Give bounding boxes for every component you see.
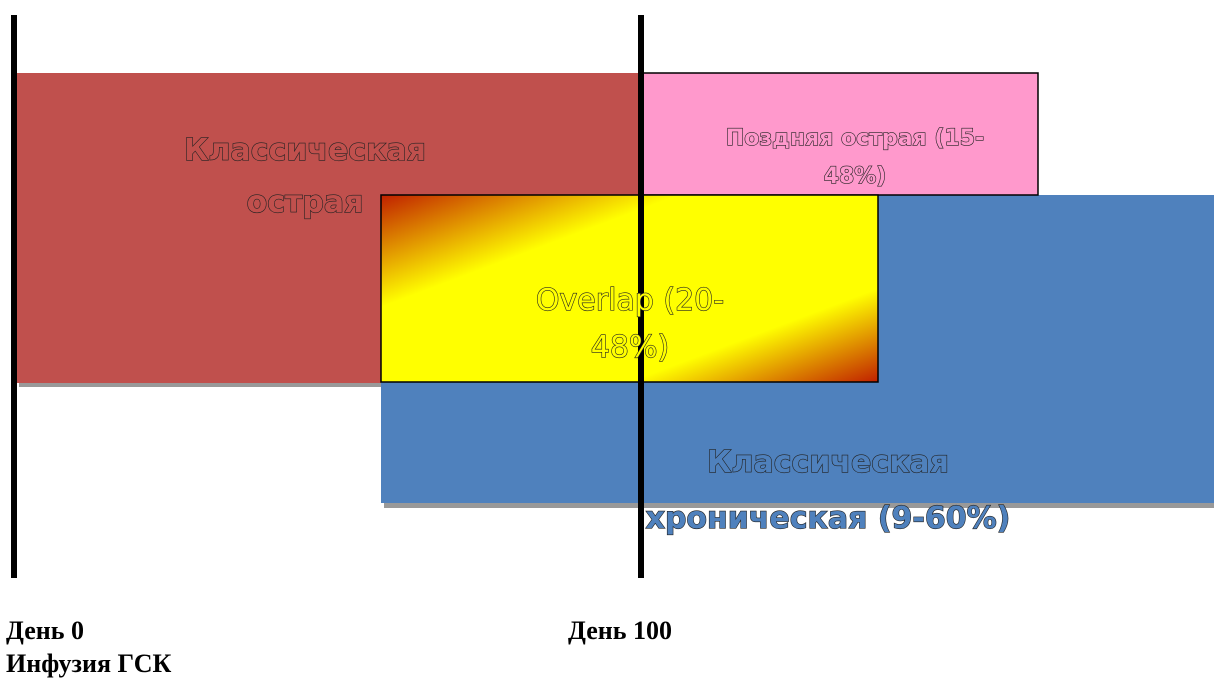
box-label: Классическая xyxy=(707,445,949,480)
timeline-label: Инфузия ГСК xyxy=(6,649,172,678)
box-label: 48%) xyxy=(591,330,669,365)
box-label: Поздняя острая (15- xyxy=(726,126,984,151)
timeline-label: День 100 xyxy=(568,616,672,645)
box-label: хроническая (9-60%) xyxy=(646,501,1011,536)
box-label: Overlap (20- xyxy=(536,283,724,318)
timeline-label: День 0 xyxy=(6,616,84,645)
box-label: Классическая xyxy=(184,133,426,168)
late-acute-box xyxy=(640,72,1039,196)
box-label: острая xyxy=(247,185,364,220)
box-label: 48%) xyxy=(824,164,887,189)
overlap-box xyxy=(380,194,879,383)
